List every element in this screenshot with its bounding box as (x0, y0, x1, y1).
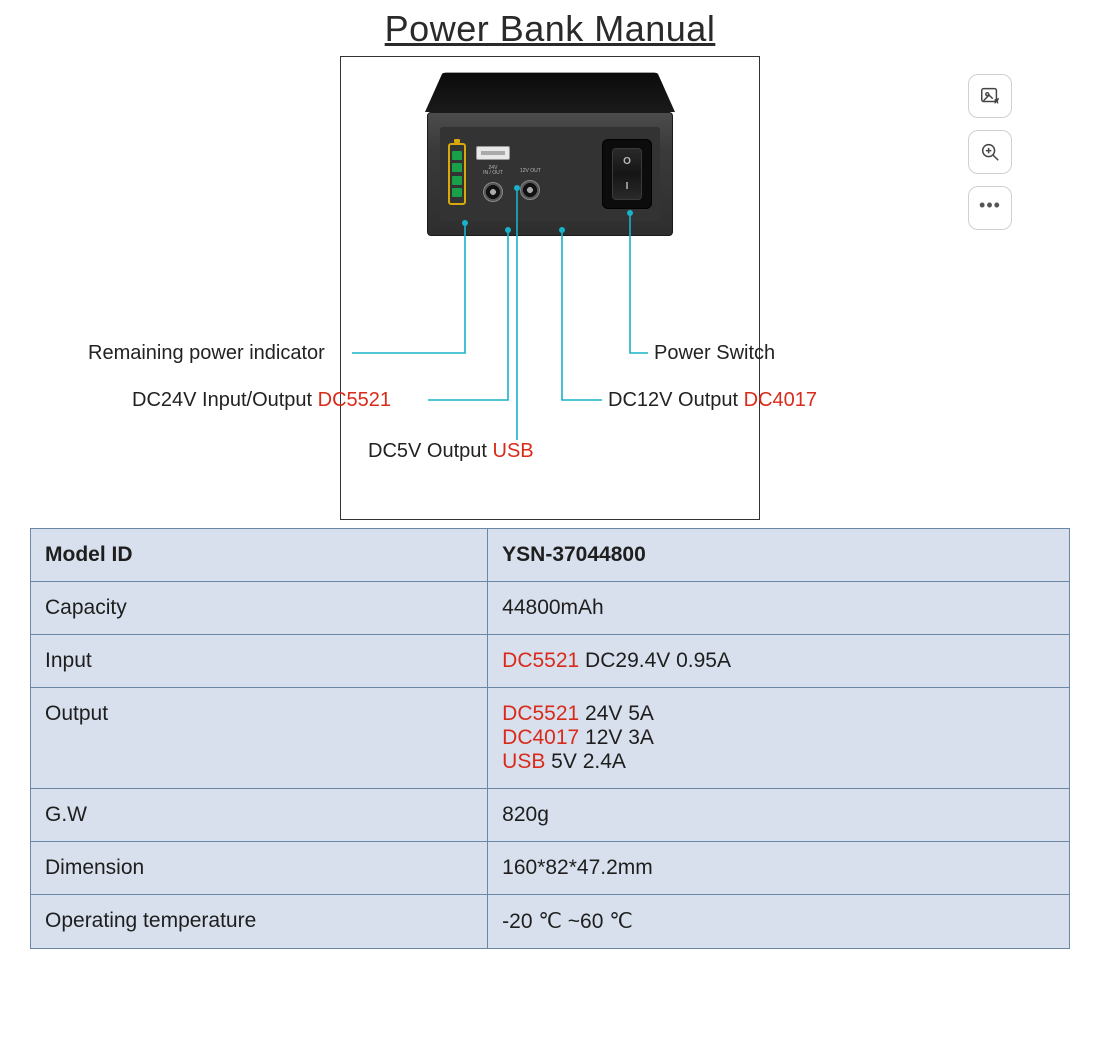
callout-remaining-power: Remaining power indicator (88, 342, 325, 365)
rocker-off-label: O (623, 156, 631, 167)
spec-table: Model ID YSN-37044800 Capacity 44800mAh … (30, 528, 1070, 949)
ellipsis-icon: ••• (979, 195, 1001, 216)
port-24v-column: 24V IN / OUT (476, 146, 510, 202)
spec-value: DC5521 24V 5A DC4017 12V 3A USB 5V 2.4A (488, 688, 1070, 789)
spec-label: Output (31, 688, 488, 789)
spec-value: 160*82*47.2mm (488, 842, 1070, 895)
callout-dc5v: DC5V Output USB (368, 440, 534, 463)
edit-image-button[interactable] (968, 74, 1012, 118)
page-title: Power Bank Manual (30, 8, 1070, 50)
callout-power-switch: Power Switch (654, 342, 775, 365)
table-row: G.W 820g (31, 789, 1070, 842)
spec-label: Model ID (31, 529, 488, 582)
usb-port-icon (476, 146, 510, 160)
image-edit-icon (979, 85, 1001, 107)
spec-value: 820g (488, 789, 1070, 842)
zoom-in-button[interactable] (968, 130, 1012, 174)
power-switch-icon: O I (602, 139, 652, 209)
spec-label: Operating temperature (31, 895, 488, 949)
spec-label: Input (31, 635, 488, 688)
callout-dc24v: DC24V Input/Output DC5521 (132, 389, 391, 412)
spec-value: 44800mAh (488, 582, 1070, 635)
page: Power Bank Manual 24V IN / OUT (0, 8, 1100, 979)
spec-value: DC5521 DC29.4V 0.95A (488, 635, 1070, 688)
table-row: Capacity 44800mAh (31, 582, 1070, 635)
port-12v-column: 12V OUT (520, 149, 541, 200)
spec-label: G.W (31, 789, 488, 842)
table-row: Input DC5521 DC29.4V 0.95A (31, 635, 1070, 688)
image-toolbar: ••• (968, 74, 1012, 230)
tiny-label-12v: 12V OUT (520, 169, 541, 174)
table-row: Model ID YSN-37044800 (31, 529, 1070, 582)
table-row: Dimension 160*82*47.2mm (31, 842, 1070, 895)
zoom-in-icon (979, 141, 1001, 163)
spec-label: Capacity (31, 582, 488, 635)
spec-value: YSN-37044800 (488, 529, 1070, 582)
table-row: Operating temperature -20 ℃ ~60 ℃ (31, 895, 1070, 949)
callout-dc12v: DC12V Output DC4017 (608, 389, 817, 412)
dc-12v-jack-icon (520, 180, 540, 200)
rocker-on-label: I (626, 181, 629, 192)
tiny-label-24v: 24V IN / OUT (483, 166, 503, 176)
more-options-button[interactable]: ••• (968, 186, 1012, 230)
spec-label: Dimension (31, 842, 488, 895)
dc-24v-jack-icon (483, 182, 503, 202)
battery-indicator-icon (448, 143, 466, 205)
table-row: Output DC5521 24V 5A DC4017 12V 3A USB 5… (31, 688, 1070, 789)
spec-value: -20 ℃ ~60 ℃ (488, 895, 1070, 949)
